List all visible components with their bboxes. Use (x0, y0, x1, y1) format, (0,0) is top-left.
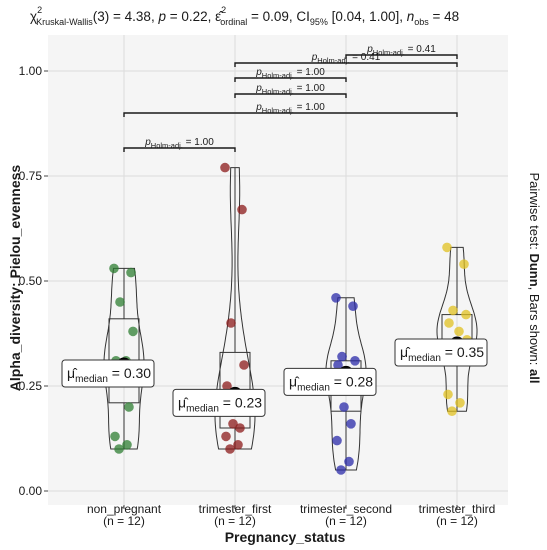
data-point-trimester_third (454, 326, 464, 337)
median-label-text: μ̂median = 0.35 (400, 344, 484, 364)
data-point-trimester_second (333, 360, 343, 370)
pairwise-bracket (234, 77, 347, 82)
data-point-trimester_second (344, 456, 354, 467)
median-label-box (283, 367, 377, 396)
y-tick-label: 1.00 (19, 64, 43, 78)
data-point-non_pregnant (124, 402, 134, 412)
pairwise-bracket (123, 112, 458, 117)
data-point-trimester_third (444, 318, 454, 328)
data-point-trimester_first (225, 444, 235, 454)
x-tick-count: (n = 12) (103, 514, 145, 528)
data-point-non_pregnant (109, 263, 119, 274)
violin-trimester_first (214, 167, 256, 450)
pairwise-bar: pHolm-adj. = 1.00 (234, 67, 347, 82)
y-tick-label: 0.00 (19, 484, 43, 498)
data-point-trimester_third (459, 259, 469, 270)
data-point-trimester_third (447, 406, 457, 417)
data-point-trimester_first (239, 360, 249, 370)
median-label-box (172, 388, 266, 417)
median-label-trimester_second: μ̂median = 0.28 (283, 367, 377, 396)
data-point-trimester_third (455, 398, 465, 408)
data-point-trimester_second (339, 402, 349, 412)
data-point-trimester_second (350, 356, 360, 366)
data-point-non_pregnant (128, 326, 138, 337)
data-point-trimester_second (336, 465, 346, 475)
pairwise-label: pHolm-adj. = 0.41 (311, 52, 381, 65)
pairwise-bar: pHolm-adj. = 1.00 (123, 102, 458, 117)
median-label-text: μ̂median = 0.30 (67, 365, 151, 385)
data-point-trimester_first (228, 419, 238, 429)
data-point-trimester_first (237, 204, 247, 215)
data-point-trimester_third (461, 309, 471, 320)
pairwise-bracket (345, 54, 458, 59)
pairwise-label: pHolm-adj. = 1.00 (144, 137, 214, 150)
pairwise-bar: pHolm-adj. = 1.00 (123, 137, 236, 152)
median-label-text: μ̂median = 0.28 (289, 373, 373, 393)
x-tick-label: trimester_second (300, 502, 392, 516)
x-axis-title: Pregnancy_status (225, 529, 346, 545)
data-point-trimester_first (222, 381, 232, 391)
median-label-text: μ̂median = 0.23 (178, 394, 262, 414)
x-tick-label: non_pregnant (87, 502, 162, 516)
data-point-trimester_third (443, 389, 453, 400)
median-label-box (61, 359, 155, 388)
data-point-trimester_second (331, 293, 341, 303)
data-point-non_pregnant (126, 267, 136, 278)
data-point-trimester_second (337, 351, 347, 362)
x-tick-count: (n = 12) (325, 514, 367, 528)
chart-subtitle: χ2 Kruskal-Wallis(3) = 4.38, p = 0.22, ε̂… (30, 5, 459, 27)
median-label-trimester_third: μ̂median = 0.35 (394, 338, 488, 367)
data-point-trimester_second (348, 301, 358, 312)
median-label-trimester_first: μ̂median = 0.23 (172, 388, 266, 417)
pairwise-label: pHolm-adj. = 1.00 (255, 83, 325, 96)
data-point-non_pregnant (115, 297, 125, 307)
data-point-non_pregnant (114, 444, 124, 454)
data-point-non_pregnant (122, 440, 132, 450)
pairwise-label: pHolm-adj. = 0.41 (366, 44, 436, 57)
data-point-trimester_first (221, 431, 231, 442)
pairwise-bracket (234, 93, 347, 98)
data-point-trimester_third (442, 242, 452, 253)
pairwise-bracket (123, 147, 236, 152)
y-tick-label: 0.75 (19, 169, 43, 183)
pairwise-bar: pHolm-adj. = 0.41 (345, 44, 458, 59)
data-point-trimester_first (235, 423, 245, 433)
pairwise-bar: pHolm-adj. = 0.41 (234, 52, 458, 67)
data-point-trimester_first (220, 162, 230, 173)
median-label-non_pregnant: μ̂median = 0.30 (61, 359, 155, 388)
data-point-trimester_second (346, 419, 356, 429)
x-tick-count: (n = 12) (436, 514, 478, 528)
pairwise-label: pHolm-adj. = 1.00 (255, 67, 325, 80)
pairwise-bar: pHolm-adj. = 1.00 (234, 83, 347, 98)
data-point-trimester_second (332, 435, 342, 446)
y-axis-title: Alpha_diversity: Pielou_evenness (7, 165, 23, 392)
x-tick-count: (n = 12) (214, 514, 256, 528)
median-label-box (394, 338, 488, 367)
data-point-trimester_third (448, 305, 458, 316)
data-point-trimester_first (226, 318, 236, 328)
pairwise-label: pHolm-adj. = 1.00 (255, 102, 325, 115)
y-tick-label: 0.50 (19, 274, 43, 288)
x-tick-label: trimester_first (199, 502, 272, 516)
pairwise-bracket (234, 62, 458, 67)
y-tick-label: 0.25 (19, 379, 43, 393)
data-point-non_pregnant (110, 431, 120, 442)
caption: Pairwise test: Dunn, Bars shown: all (527, 173, 542, 384)
x-tick-label: trimester_third (419, 502, 496, 516)
data-point-trimester_first (233, 440, 243, 450)
